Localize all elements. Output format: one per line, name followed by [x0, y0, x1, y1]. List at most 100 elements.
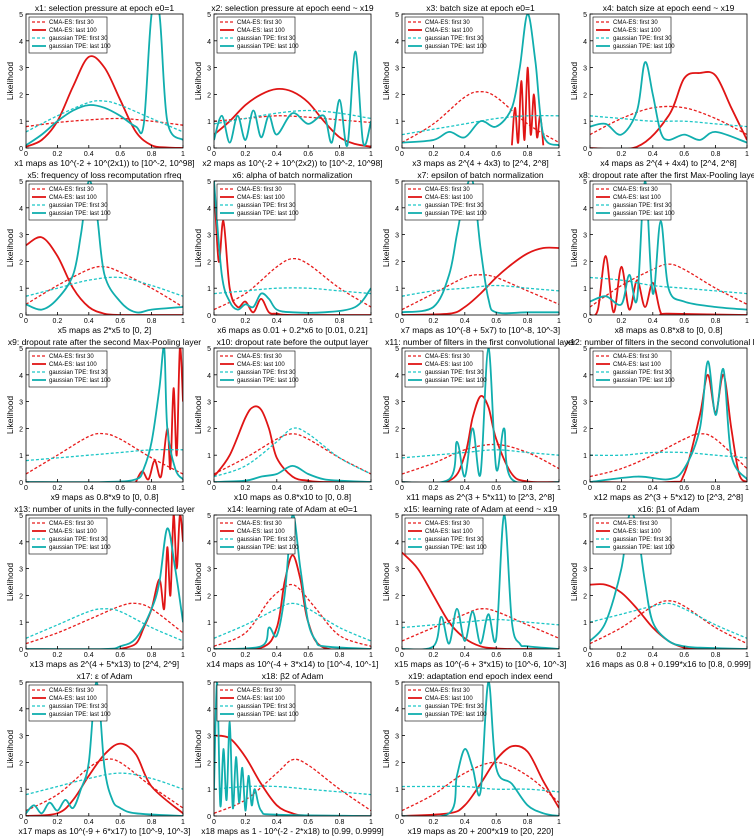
- y-tick-label: 3: [395, 233, 399, 240]
- legend-label-1: CMA-ES: first 30: [613, 354, 658, 360]
- legend-label-2: CMA-ES: last 100: [237, 362, 285, 368]
- x-tick-label: 0: [24, 485, 28, 492]
- series-group: [26, 14, 183, 148]
- y-tick-label: 5: [583, 179, 587, 186]
- legend-label-1: CMA-ES: first 30: [237, 521, 282, 527]
- subplot-title: x2: selection pressure at epoch eend ~ x…: [211, 3, 374, 13]
- x-tick-label: 1: [557, 151, 561, 158]
- series-group: [402, 348, 559, 482]
- legend-label-2: CMA-ES: last 100: [49, 696, 97, 702]
- x-tick-label: 0.2: [429, 652, 439, 659]
- subplot-title: x11: number of filters in the first conv…: [385, 337, 576, 347]
- y-tick-label: 2: [395, 92, 399, 99]
- series-line-1: [590, 433, 747, 478]
- y-tick-label: 3: [395, 400, 399, 407]
- legend-label-4: gaussian TPE: last 100: [425, 44, 487, 50]
- x-tick-label: 1: [181, 652, 185, 659]
- series-line-3: [402, 114, 559, 136]
- legend-label-1: CMA-ES: first 30: [49, 354, 94, 360]
- x-tick-label: 1: [369, 819, 373, 826]
- legend-label-4: gaussian TPE: last 100: [237, 44, 299, 50]
- x-tick-label: 0.8: [147, 819, 157, 826]
- legend-label-3: gaussian TPE: first 30: [425, 370, 484, 376]
- legend-label-1: CMA-ES: first 30: [425, 20, 470, 26]
- y-tick-label: 2: [207, 760, 211, 767]
- legend-label-4: gaussian TPE: last 100: [49, 712, 111, 718]
- legend-label-4: gaussian TPE: last 100: [425, 712, 487, 718]
- y-tick-label: 1: [395, 787, 399, 794]
- x-tick-label: 0.4: [84, 318, 94, 325]
- series-line-1: [590, 263, 747, 308]
- legend-box: [404, 517, 484, 555]
- legend-label-2: CMA-ES: last 100: [237, 696, 285, 702]
- x-axis-label: x10 maps as 0.8*x10 to [0, 0.8]: [234, 492, 351, 502]
- y-tick-label: 4: [207, 540, 211, 547]
- legend-label-2: CMA-ES: last 100: [49, 529, 97, 535]
- legend-box: [216, 16, 296, 54]
- series-line-2: [119, 515, 183, 649]
- subplot-title: x19: adaptation end epoch index eend: [408, 671, 552, 681]
- x-tick-label: 1: [369, 652, 373, 659]
- x-axis-label: x15 maps as 10^(-6 + 3*x15) to [10^-6, 1…: [395, 659, 567, 669]
- subplot-title: x14: learning rate of Adam at e0=1: [227, 504, 357, 514]
- y-tick-label: 4: [207, 373, 211, 380]
- subplot-title: x16: β1 of Adam: [638, 504, 700, 514]
- y-tick-label: 4: [583, 373, 587, 380]
- x-tick-label: 0: [400, 652, 404, 659]
- y-axis-label: Likelihood: [381, 563, 391, 602]
- x-tick-label: 0.4: [84, 652, 94, 659]
- x-tick-label: 1: [181, 485, 185, 492]
- x-tick-label: 0.4: [272, 151, 282, 158]
- x-tick-label: 0.6: [679, 652, 689, 659]
- legend-label-3: gaussian TPE: first 30: [237, 537, 296, 543]
- legend: CMA-ES: first 30 CMA-ES: last 100 gaussian…: [28, 350, 111, 388]
- legend-label-3: gaussian TPE: first 30: [237, 36, 296, 42]
- y-tick-label: 0: [207, 480, 211, 487]
- x-axis-label: x9 maps as 0.8*x9 to [0, 0.8]: [51, 492, 159, 502]
- y-tick-label: 1: [19, 119, 23, 126]
- legend-label-3: gaussian TPE: first 30: [237, 704, 296, 710]
- legend-box: [404, 183, 484, 221]
- y-tick-label: 2: [395, 760, 399, 767]
- x-tick-label: 0.6: [303, 652, 313, 659]
- y-tick-label: 4: [207, 39, 211, 46]
- legend-box: [216, 183, 296, 221]
- y-tick-label: 0: [395, 814, 399, 821]
- y-axis-label: Likelihood: [5, 229, 15, 268]
- x-tick-label: 0: [588, 151, 592, 158]
- plot-frame: [401, 180, 560, 316]
- y-axis-label: Likelihood: [193, 229, 203, 268]
- series-line-4: [26, 348, 183, 482]
- y-tick-label: 0: [19, 814, 23, 821]
- legend-label-1: CMA-ES: first 30: [425, 521, 470, 527]
- y-tick-label: 1: [395, 119, 399, 126]
- x-tick-label: 1: [557, 318, 561, 325]
- series-line-4: [402, 515, 559, 649]
- legend-label-3: gaussian TPE: first 30: [425, 537, 484, 543]
- x-tick-label: 0.8: [711, 151, 721, 158]
- plot-frame: [213, 681, 372, 817]
- series-line-3: [402, 449, 559, 459]
- series-line-1: [402, 274, 559, 311]
- x-tick-label: 0.2: [617, 318, 627, 325]
- y-tick-label: 0: [207, 814, 211, 821]
- series-line-2: [26, 742, 183, 816]
- x-tick-label: 0.8: [523, 819, 533, 826]
- y-tick-label: 0: [583, 313, 587, 320]
- x-axis-label: x2 maps as 10^(-2 + 10^(2x2)) to [10^-2,…: [202, 158, 382, 168]
- legend-label-4: gaussian TPE: last 100: [49, 545, 111, 551]
- y-tick-label: 3: [583, 233, 587, 240]
- x-tick-label: 0.2: [617, 652, 627, 659]
- y-tick-label: 3: [395, 734, 399, 741]
- legend-label-2: CMA-ES: last 100: [613, 362, 661, 368]
- y-tick-label: 2: [583, 593, 587, 600]
- legend-label-1: CMA-ES: first 30: [425, 187, 470, 193]
- x-tick-label: 0: [212, 318, 216, 325]
- y-axis-label: Likelihood: [381, 396, 391, 435]
- y-tick-label: 0: [19, 647, 23, 654]
- legend: CMA-ES: first 30 CMA-ES: last 100 gaussian…: [28, 517, 111, 555]
- x-tick-label: 0.2: [617, 485, 627, 492]
- series-line-2: [214, 405, 371, 482]
- x-tick-label: 0: [24, 151, 28, 158]
